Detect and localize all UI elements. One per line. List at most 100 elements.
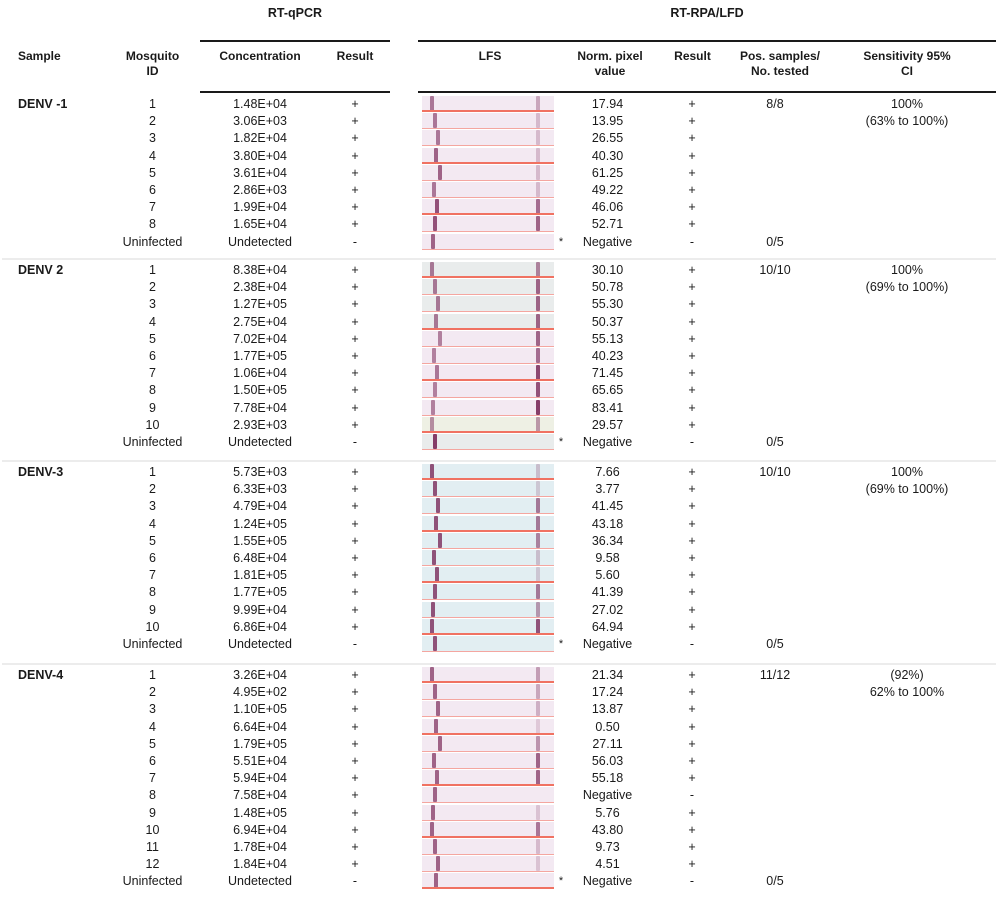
mosquito-id: 1 bbox=[149, 263, 156, 277]
qpcr-result: + bbox=[351, 499, 359, 514]
rpa-result: + bbox=[688, 533, 696, 548]
concentration: 3.80E+04 bbox=[233, 148, 287, 163]
mosquito-id: 9 bbox=[149, 602, 156, 617]
rpa-result: + bbox=[688, 183, 696, 197]
lfs-control-line bbox=[536, 718, 540, 734]
lfs-control-line bbox=[536, 684, 540, 700]
concentration: 9.99E+04 bbox=[233, 602, 287, 617]
lfs-strip-image bbox=[422, 550, 554, 567]
sensitivity-ci: (69% to 100%) bbox=[865, 482, 949, 497]
norm-pixel-value: 65.65 bbox=[591, 383, 624, 398]
rpa-result: + bbox=[688, 602, 696, 617]
norm-pixel-value: 3.77 bbox=[595, 482, 620, 497]
lfs-strip bbox=[422, 567, 554, 584]
lfs-control-line bbox=[536, 821, 540, 837]
table-row: 9 7.78E+04 +83.41 + bbox=[0, 399, 1000, 417]
rpa-result: + bbox=[688, 551, 696, 565]
table-row: 8 1.77E+05 +41.39 + bbox=[0, 584, 1000, 601]
norm-pixel-value: 46.06 bbox=[591, 200, 624, 215]
lfs-strip-edge bbox=[422, 632, 554, 635]
table-row: 7 1.99E+04 +46.06 + bbox=[0, 199, 1000, 216]
concentration: 1.84E+04 bbox=[233, 857, 287, 872]
concentration: 1.82E+04 bbox=[233, 131, 287, 146]
mosquito-id: Uninfected bbox=[122, 874, 183, 889]
lfs-test-line bbox=[435, 199, 439, 215]
lfs-strip-image bbox=[422, 667, 554, 684]
col-header-sensitivity: Sensitivity 95% CI bbox=[863, 49, 951, 78]
norm-pixel-value: 5.60 bbox=[595, 568, 620, 583]
norm-pixel-value: 55.30 bbox=[591, 297, 624, 312]
qpcr-result: + bbox=[351, 771, 359, 786]
norm-pixel-value: 0.50 bbox=[595, 719, 620, 734]
mosquito-id: Uninfected bbox=[122, 234, 183, 249]
lfs-test-line bbox=[433, 684, 437, 700]
lfs-control-line bbox=[536, 550, 540, 565]
lfs-test-line bbox=[434, 147, 438, 163]
mosquito-id: 10 bbox=[145, 417, 160, 432]
table-row: 4 2.75E+04 +50.37 + bbox=[0, 313, 1000, 331]
qpcr-result: + bbox=[351, 297, 359, 312]
lfs-control-line bbox=[536, 481, 540, 497]
lfs-strip bbox=[422, 550, 554, 566]
table-row: 7 1.81E+05 +5.60 + bbox=[0, 567, 1000, 584]
table-row: 5 1.79E+05 +27.11 + bbox=[0, 735, 1000, 753]
control-asterisk: * bbox=[558, 436, 564, 448]
norm-pixel-value: 30.10 bbox=[591, 263, 624, 277]
norm-pixel-value: 61.25 bbox=[591, 165, 624, 180]
rpa-result: + bbox=[688, 499, 696, 514]
qpcr-result: + bbox=[351, 400, 359, 415]
mosquito-id: 1 bbox=[149, 97, 156, 111]
rpa-result: + bbox=[688, 719, 696, 734]
norm-pixel-value: 50.37 bbox=[591, 314, 624, 329]
lfs-strip bbox=[422, 233, 554, 250]
lfs-strip bbox=[422, 804, 554, 821]
mosquito-id: Uninfected bbox=[122, 637, 183, 651]
norm-pixel-value: 27.11 bbox=[592, 736, 623, 751]
concentration: 1.24E+05 bbox=[233, 516, 287, 531]
lfs-strip bbox=[422, 296, 554, 313]
concentration: 1.48E+05 bbox=[233, 805, 287, 820]
lfs-test-line bbox=[432, 550, 436, 565]
concentration: 1.10E+05 bbox=[233, 702, 287, 717]
section-separator bbox=[2, 663, 996, 665]
mosquito-id: 5 bbox=[149, 165, 156, 180]
sensitivity-ci: (63% to 100%) bbox=[865, 114, 949, 129]
lfs-control-line bbox=[536, 348, 540, 363]
table-row: 6 2.86E+03 +49.22 + bbox=[0, 182, 1000, 199]
lfs-strip-edge bbox=[422, 430, 554, 433]
group-title-rt-rpa-lfd: RT-RPA/LFD bbox=[670, 6, 744, 20]
rpa-result: + bbox=[688, 114, 696, 129]
lfs-strip-image bbox=[422, 233, 554, 251]
lfs-test-line bbox=[430, 262, 434, 277]
lfs-strip bbox=[422, 532, 554, 549]
lfs-strip-edge bbox=[422, 581, 554, 584]
norm-pixel-value: 7.66 bbox=[595, 465, 620, 479]
lfs-test-line bbox=[438, 164, 442, 180]
concentration: 2.93E+03 bbox=[233, 417, 287, 432]
table-row: 9 1.48E+05 +5.76 + bbox=[0, 804, 1000, 822]
rpa-result: + bbox=[688, 383, 696, 398]
mosquito-id: 7 bbox=[149, 366, 156, 381]
col-header-lfs: LFS bbox=[478, 49, 502, 63]
concentration: 1.79E+05 bbox=[233, 736, 287, 751]
concentration: 6.64E+04 bbox=[233, 719, 287, 734]
lfs-strip-image bbox=[422, 821, 554, 839]
uninfected-pos-samples-tested: 0/5 bbox=[766, 234, 784, 249]
lfs-strip-image bbox=[422, 262, 554, 279]
lfs-strip-edge bbox=[422, 161, 554, 164]
norm-pixel-value: 40.23 bbox=[591, 349, 624, 363]
mosquito-id: 1 bbox=[149, 668, 156, 682]
qpcr-result: - bbox=[352, 435, 358, 449]
sample-name: DENV-4 bbox=[18, 668, 64, 682]
lfs-control-line bbox=[536, 147, 540, 163]
qpcr-result: - bbox=[352, 637, 358, 651]
lfs-strip-image bbox=[422, 636, 554, 653]
norm-pixel-value: 40.30 bbox=[591, 148, 624, 163]
mosquito-id: 4 bbox=[149, 314, 156, 329]
lfs-test-line bbox=[430, 618, 434, 634]
lfs-control-line bbox=[536, 199, 540, 215]
lfs-strip bbox=[422, 618, 554, 635]
pos-samples-tested: 11/12 bbox=[759, 668, 791, 682]
qpcr-result: + bbox=[351, 805, 359, 820]
section-separator bbox=[2, 258, 996, 260]
